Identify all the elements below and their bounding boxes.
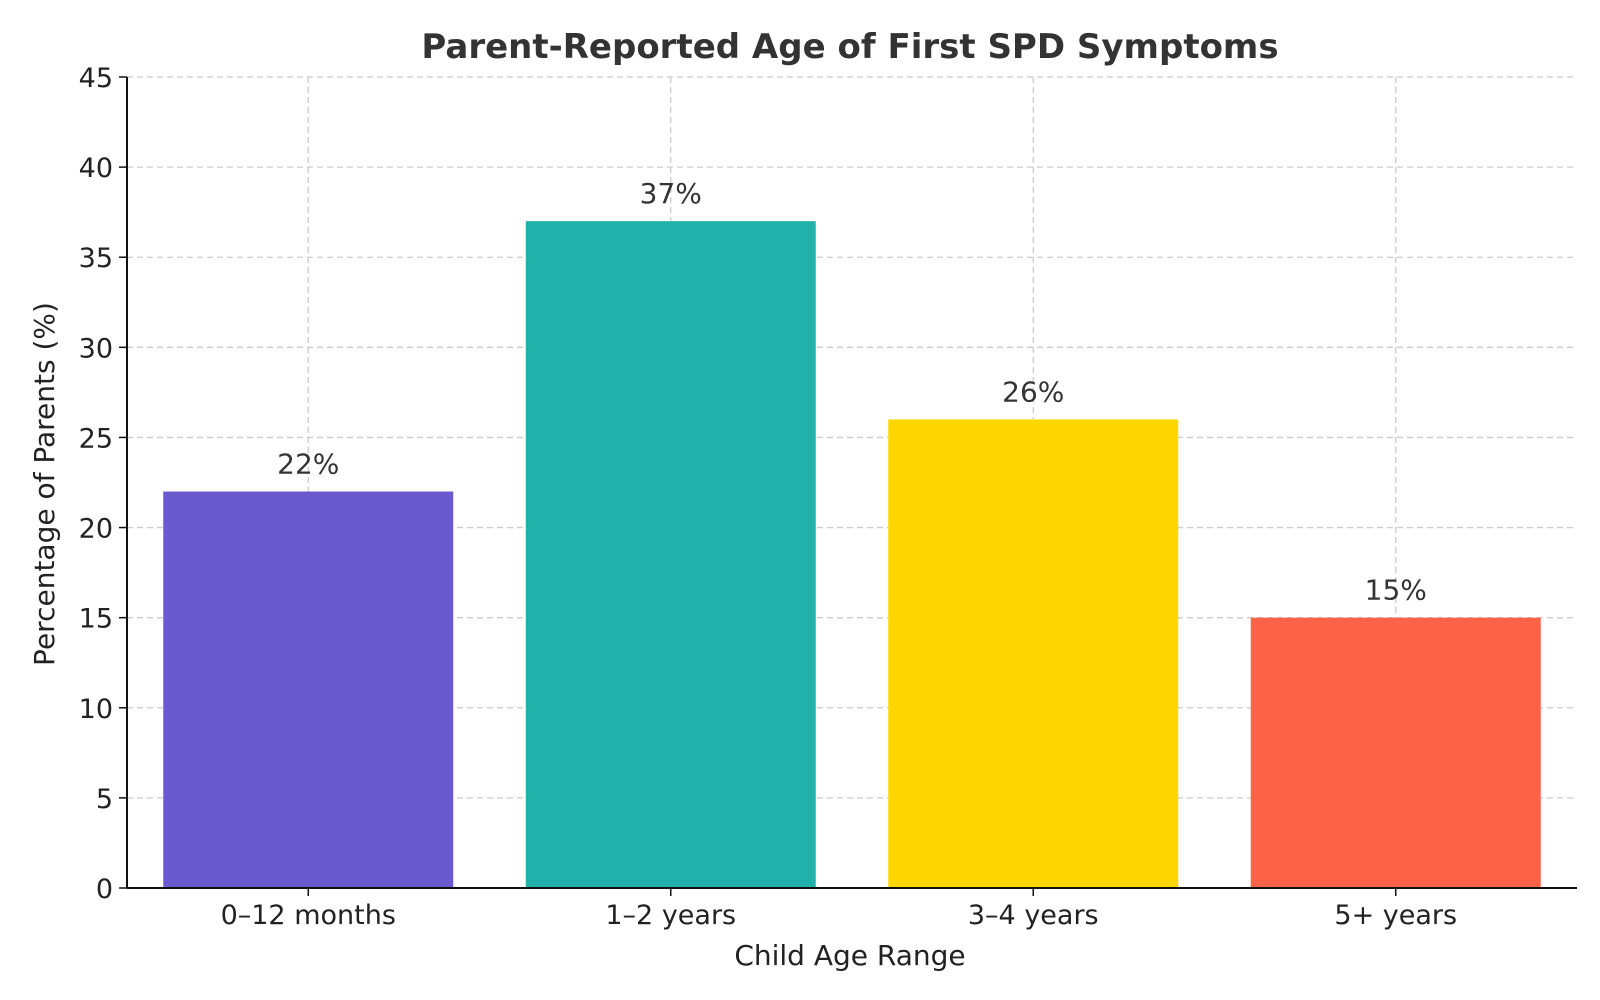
bars-layer (163, 221, 1541, 888)
x-axis-title: Child Age Range (734, 939, 965, 972)
y-tick-label: 0 (96, 874, 113, 905)
bar (525, 221, 816, 888)
y-tick-label: 45 (79, 63, 113, 94)
axes-layer (126, 77, 1577, 889)
y-tick-label: 40 (79, 153, 113, 184)
x-tick-label: 5+ years (1334, 900, 1457, 931)
x-tick-label: 1–2 years (605, 900, 736, 931)
y-tick-label: 5 (96, 784, 113, 815)
x-tick-label: 3–4 years (968, 900, 1099, 931)
y-tick-label: 30 (79, 333, 113, 364)
bar-value-label: 22% (277, 448, 339, 481)
bar (163, 491, 454, 888)
chart-title: Parent-Reported Age of First SPD Symptom… (421, 27, 1278, 67)
y-tick-label: 25 (79, 423, 113, 454)
ticks-layer: 0 5 10 15 20 25 30 35 40 45 0–12 months 1–2 years 3–… (79, 63, 1457, 931)
bar (888, 419, 1179, 888)
y-tick-label: 10 (79, 694, 113, 725)
y-axis-title: Percentage of Parents (%) (28, 302, 61, 666)
y-tick-label: 20 (79, 514, 113, 545)
bar-value-label: 37% (640, 177, 702, 210)
bar-value-label: 15% (1365, 574, 1427, 607)
x-tick-label: 0–12 months (221, 900, 396, 931)
y-tick-label: 15 (79, 604, 113, 635)
bar-value-label: 26% (1002, 375, 1064, 408)
bar (1250, 617, 1541, 888)
y-tick-label: 35 (79, 243, 113, 274)
data-labels-layer: 22% 37% 26% 15% (277, 177, 1427, 606)
